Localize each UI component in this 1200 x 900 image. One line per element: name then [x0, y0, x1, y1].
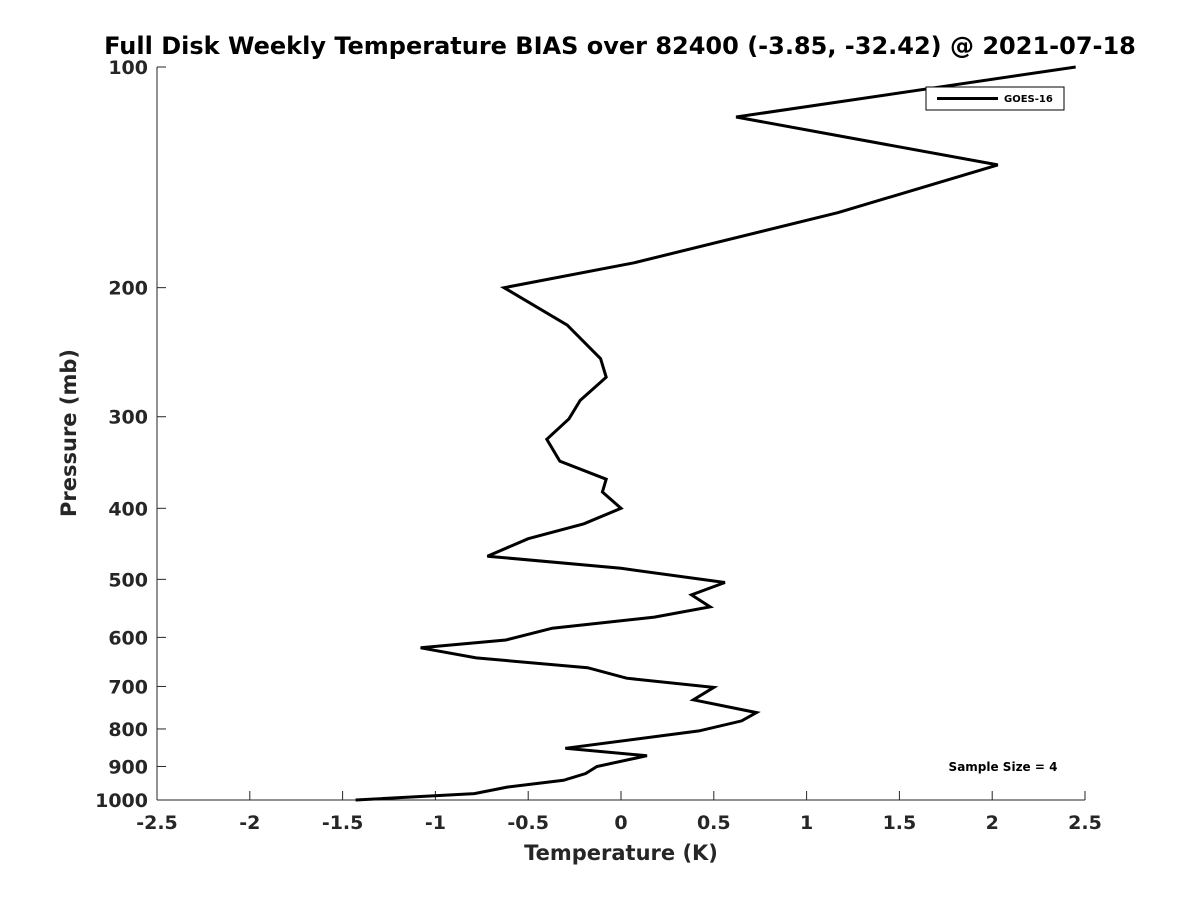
legend-entry-goes-16: GOES-16	[1004, 94, 1053, 105]
x-tick-label: 1	[800, 812, 813, 834]
x-tick-label: 1.5	[883, 812, 917, 834]
y-tick-label: 700	[108, 676, 148, 698]
y-tick-label: 300	[108, 407, 148, 429]
chart-title: Full Disk Weekly Temperature BIAS over 8…	[104, 32, 1136, 60]
x-tick-label: 2	[986, 812, 999, 834]
y-tick-label: 400	[108, 498, 148, 520]
x-tick-label: 0	[614, 812, 627, 834]
x-tick-label: -1.5	[322, 812, 364, 834]
y-tick-label: 600	[108, 627, 148, 649]
y-tick-label: 100	[108, 57, 148, 79]
y-tick-label: 1000	[95, 790, 148, 812]
x-tick-label: -1	[425, 812, 446, 834]
plot-axes	[156, 67, 1085, 801]
sample-size-annotation: Sample Size = 4	[949, 760, 1058, 774]
y-tick-label: 900	[108, 756, 148, 778]
x-tick-label: -0.5	[507, 812, 549, 834]
x-tick-label: -2.5	[136, 812, 178, 834]
y-tick-label: 800	[108, 719, 148, 741]
legend: GOES-16	[925, 86, 1065, 111]
x-tick-label: 0.5	[697, 812, 731, 834]
y-tick-label: 500	[108, 569, 148, 591]
x-tick-label: 2.5	[1068, 812, 1102, 834]
x-tick-label: -2	[239, 812, 260, 834]
x-axis-ticks: -2.5 -2 -1.5 -1 -0.5 0 0.5 1 1.5 2 2.5	[136, 791, 1102, 834]
series-line-goes-16	[355, 65, 1076, 802]
y-tick-label: 200	[108, 278, 148, 300]
series-layer	[355, 65, 1076, 802]
x-axis-label: Temperature (K)	[524, 841, 718, 865]
y-axis-label: Pressure (mb)	[57, 349, 81, 517]
y-axis-ticks: 100 200 300 400 500 600 700 800 900 1000	[95, 57, 166, 812]
